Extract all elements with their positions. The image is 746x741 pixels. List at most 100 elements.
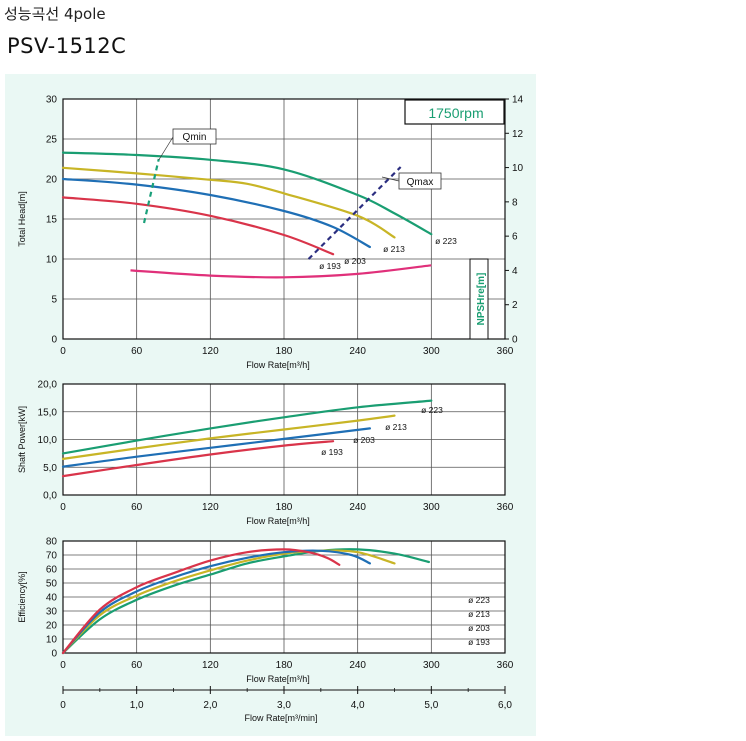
x-tick-label: 0	[60, 502, 66, 513]
x-tick-label: 60	[131, 502, 143, 513]
series-label: ø 193	[319, 261, 341, 271]
y2-tick-label: 6	[512, 232, 518, 243]
series-label: ø 223	[421, 405, 443, 415]
x2-tick-label: 3,0	[277, 700, 291, 711]
y2-tick-label: 2	[512, 300, 518, 311]
x2-axis-label: Flow Rate[m³/min]	[244, 713, 317, 723]
npsh-curve	[130, 264, 432, 279]
qmax-line	[307, 166, 402, 260]
y2-tick-label: 12	[512, 129, 524, 140]
series-line	[61, 427, 371, 468]
legend-entry: ø 193	[468, 637, 490, 647]
legend-entry: ø 213	[468, 609, 490, 619]
y-axis-label: Shaft Power[kW]	[17, 406, 27, 473]
x-tick-label: 300	[423, 660, 440, 671]
x-tick-label: 240	[349, 660, 366, 671]
series-line	[61, 196, 335, 256]
y2-tick-label: 4	[512, 266, 518, 277]
y-tick-label: 5,0	[43, 463, 57, 474]
series-label: ø 203	[344, 256, 366, 266]
series-line	[61, 548, 430, 655]
series-label: ø 213	[383, 244, 405, 254]
rpm-box	[404, 99, 505, 125]
series-line	[61, 414, 396, 460]
y-tick-label: 15	[46, 215, 58, 226]
rpm-label: 1750rpm	[428, 105, 483, 121]
x-tick-label: 360	[497, 660, 514, 671]
x-axis-label: Flow Rate[m³/h]	[246, 516, 310, 526]
y-axis-label: Efficiency[%]	[17, 571, 27, 622]
x-tick-label: 360	[497, 502, 514, 513]
y2-tick-label: 0	[512, 335, 518, 346]
y-tick-label: 40	[46, 593, 58, 604]
y-tick-label: 50	[46, 579, 58, 590]
y-axis-label: Total Head[m]	[17, 191, 27, 247]
x2-tick-label: 2,0	[203, 700, 217, 711]
x-axis-label: Flow Rate[m³/h]	[246, 360, 310, 370]
series-line	[61, 399, 433, 455]
qmax-label: Qmax	[407, 177, 434, 188]
x-tick-label: 120	[202, 502, 219, 513]
x-tick-label: 360	[497, 346, 514, 357]
series-line	[61, 166, 396, 239]
y-tick-label: 0,0	[43, 491, 57, 502]
y2-tick-label: 10	[512, 163, 524, 174]
y2-tick-label: 14	[512, 95, 524, 106]
x-tick-label: 240	[349, 346, 366, 357]
qmax-label-box	[398, 172, 442, 190]
y-tick-label: 25	[46, 135, 58, 146]
x-tick-label: 120	[202, 660, 219, 671]
qmin-label-box	[172, 128, 217, 145]
y-tick-label: 15,0	[38, 407, 58, 418]
y-tick-label: 10	[46, 635, 58, 646]
series-line	[61, 549, 371, 655]
y-tick-label: 30	[46, 95, 58, 106]
y-tick-label: 20,0	[38, 380, 58, 391]
y-tick-label: 20	[46, 621, 58, 632]
legend-entry: ø 203	[468, 623, 490, 633]
y-tick-label: 0	[51, 335, 57, 346]
npsh-label-box	[469, 258, 489, 340]
y-tick-label: 80	[46, 537, 58, 548]
x2-tick-label: 6,0	[498, 700, 512, 711]
series-line	[61, 440, 335, 478]
y-tick-label: 10,0	[38, 435, 58, 446]
x-tick-label: 60	[131, 660, 143, 671]
y2-tick-label: 8	[512, 197, 518, 208]
series-line	[61, 548, 341, 655]
series-label: ø 223	[435, 236, 457, 246]
plot-frame	[62, 540, 506, 654]
page-title: 성능곡선 4pole	[4, 5, 106, 23]
series-label: ø 203	[353, 435, 375, 445]
x2-tick-label: 0	[60, 700, 66, 711]
y-tick-label: 20	[46, 175, 58, 186]
qmin-line	[142, 158, 160, 224]
series-label: ø 213	[385, 422, 407, 432]
y-tick-label: 60	[46, 565, 58, 576]
x-tick-label: 300	[423, 502, 440, 513]
x-tick-label: 180	[276, 502, 293, 513]
x-axis-label: Flow Rate[m³/h]	[246, 674, 310, 684]
y-tick-label: 30	[46, 607, 58, 618]
x-tick-label: 180	[276, 346, 293, 357]
model-name: PSV-1512C	[7, 34, 127, 58]
y-tick-label: 10	[46, 255, 58, 266]
x-tick-label: 300	[423, 346, 440, 357]
series-label: ø 193	[321, 447, 343, 457]
x-tick-label: 0	[60, 660, 66, 671]
y-tick-label: 70	[46, 551, 58, 562]
qmax-leader	[381, 176, 400, 182]
legend-entry: ø 223	[468, 595, 490, 605]
y-tick-label: 5	[51, 295, 57, 306]
x2-tick-label: 4,0	[351, 700, 365, 711]
y2-axis-label: NPSHre[m]	[476, 273, 487, 326]
x-tick-label: 120	[202, 346, 219, 357]
qmin-label: Qmin	[183, 132, 207, 143]
plot-frame	[62, 383, 506, 496]
series-line	[61, 549, 396, 655]
plot-frame	[62, 98, 506, 340]
series-line	[61, 151, 433, 236]
series-line	[61, 177, 371, 249]
x-tick-label: 180	[276, 660, 293, 671]
